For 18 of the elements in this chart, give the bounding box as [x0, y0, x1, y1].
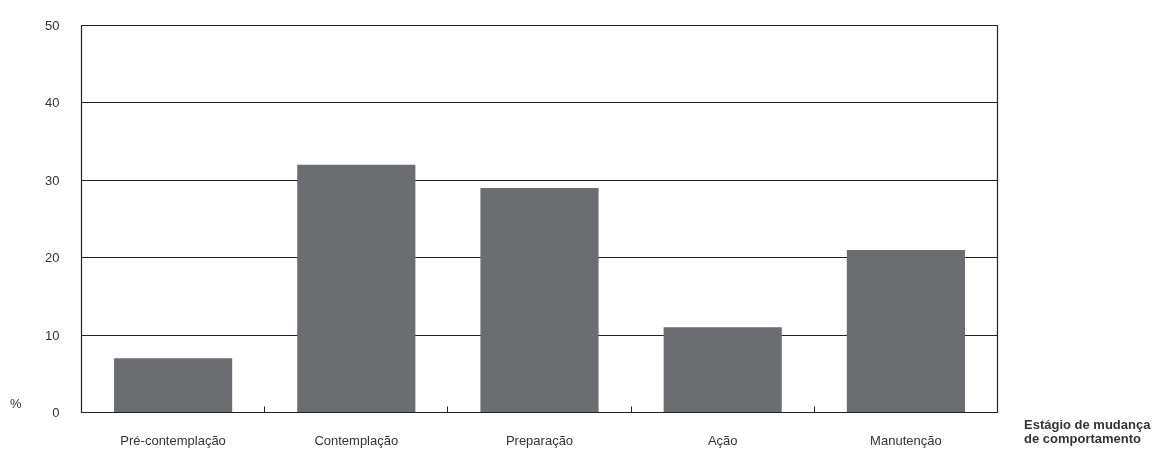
y-tick-label: 50 [45, 18, 60, 33]
y-tick-label: 0 [52, 405, 60, 420]
x-axis-title: Estágio de mudança de comportamento [1024, 417, 1152, 447]
x-tick-label: Contemplação [314, 432, 399, 448]
y-tick-label: 10 [45, 327, 60, 343]
bar [114, 358, 233, 413]
bar [480, 188, 599, 413]
x-tick-label: Pré-contemplação [120, 432, 226, 448]
y-tick-label: 20 [45, 250, 60, 266]
x-tick-label: Manutenção [870, 432, 942, 448]
bar [297, 164, 416, 413]
y-tick-label: 30 [45, 172, 60, 188]
bar [663, 327, 782, 413]
x-tick-label: Preparação [505, 432, 574, 448]
bar [846, 249, 965, 413]
y-tick-label: 40 [45, 95, 60, 111]
x-tick-label: Ação [707, 432, 738, 448]
y-axis-title: % [10, 396, 22, 412]
